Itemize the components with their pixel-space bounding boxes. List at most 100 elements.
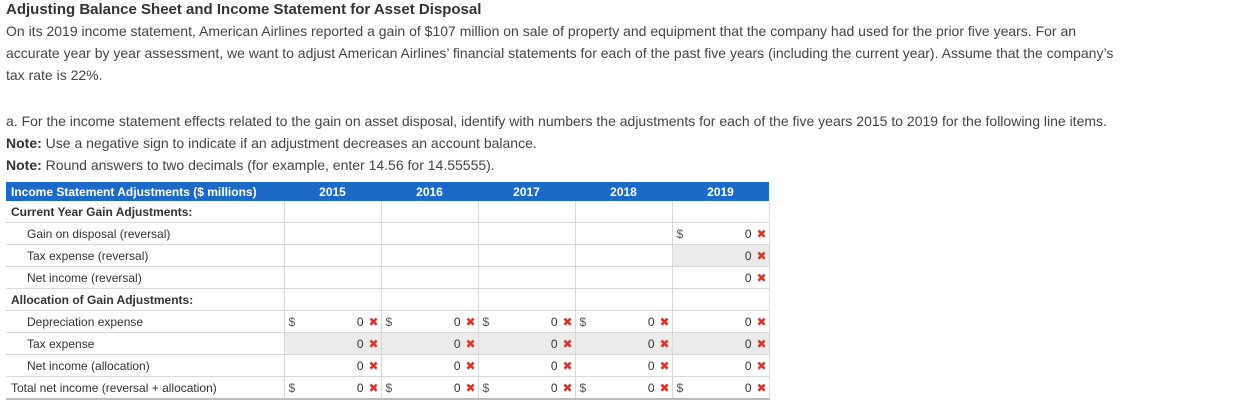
row-label-net-income-allocation: Net income (allocation) — [6, 354, 285, 377]
input-value: 0 — [356, 314, 364, 329]
problem-title: Adjusting Balance Sheet and Income State… — [6, 1, 482, 18]
input-tax-2017[interactable]: 0 ✖ — [494, 332, 576, 355]
table-row: Net income (reversal) 0 ✖ — [6, 266, 770, 289]
incorrect-icon: ✖ — [756, 336, 767, 351]
currency-symbol: $ — [380, 310, 397, 333]
input-net-income-alloc-2018[interactable]: 0 ✖ — [591, 354, 673, 377]
table-row: Tax expense (reversal) 0 ✖ — [6, 244, 770, 267]
input-value: 0 — [744, 226, 752, 241]
incorrect-icon: ✖ — [562, 336, 573, 351]
note-label: Note: — [6, 157, 42, 173]
input-value: 0 — [356, 336, 364, 351]
input-value: 0 — [453, 314, 461, 329]
section-row: Allocation of Gain Adjustments: — [6, 288, 770, 311]
input-net-income-alloc-2016[interactable]: 0 ✖ — [397, 354, 479, 377]
input-tax-2019[interactable]: 0 ✖ — [688, 332, 770, 355]
incorrect-icon: ✖ — [756, 226, 767, 241]
row-label-depreciation-expense: Depreciation expense — [6, 310, 285, 333]
input-value: 0 — [550, 336, 558, 351]
input-tax-reversal-2019[interactable]: 0 ✖ — [688, 244, 770, 267]
row-label-tax-expense-reversal: Tax expense (reversal) — [6, 244, 285, 267]
row-label-gain-on-disposal: Gain on disposal (reversal) — [6, 222, 285, 245]
currency-symbol: $ — [283, 376, 300, 400]
input-total-2019[interactable]: 0 ✖ — [688, 376, 770, 400]
incorrect-icon: ✖ — [756, 314, 767, 329]
input-net-income-alloc-2019[interactable]: 0 ✖ — [688, 354, 770, 377]
incorrect-icon: ✖ — [465, 358, 476, 373]
input-value: 0 — [356, 358, 364, 373]
input-depreciation-2019[interactable]: 0 ✖ — [688, 310, 770, 333]
intro-line: accurate year by year assessment, we wan… — [6, 45, 1114, 61]
input-value: 0 — [550, 380, 558, 395]
input-value: 0 — [647, 336, 655, 351]
incorrect-icon: ✖ — [465, 380, 476, 395]
currency-symbol: $ — [574, 376, 591, 400]
year-header-2016: 2016 — [381, 182, 478, 201]
input-depreciation-2016[interactable]: 0 ✖ — [397, 310, 479, 333]
note-label: Note: — [6, 135, 42, 151]
year-header-2017: 2017 — [478, 182, 575, 201]
incorrect-icon: ✖ — [756, 248, 767, 263]
input-value: 0 — [744, 380, 752, 395]
table-row: Depreciation expense $ 0 ✖ $ 0 ✖ $ 0 ✖ $ 0 ✖… — [6, 310, 770, 333]
input-tax-2015[interactable]: 0 ✖ — [300, 332, 382, 355]
currency-symbol: $ — [574, 310, 591, 333]
year-header-2018: 2018 — [575, 182, 672, 201]
section-label-current: Current Year Gain Adjustments: — [6, 201, 285, 223]
incorrect-icon: ✖ — [368, 336, 379, 351]
incorrect-icon: ✖ — [756, 380, 767, 395]
incorrect-icon: ✖ — [659, 336, 670, 351]
input-gain-2019[interactable]: 0 ✖ — [688, 222, 770, 245]
currency-symbol: $ — [283, 310, 300, 333]
input-tax-2016[interactable]: 0 ✖ — [397, 332, 479, 355]
input-depreciation-2017[interactable]: 0 ✖ — [494, 310, 576, 333]
input-value: 0 — [744, 270, 752, 285]
currency-symbol: $ — [671, 376, 688, 400]
input-total-2017[interactable]: 0 ✖ — [494, 376, 576, 400]
input-net-income-alloc-2017[interactable]: 0 ✖ — [494, 354, 576, 377]
table-row: Gain on disposal (reversal) $ 0 ✖ — [6, 222, 770, 245]
incorrect-icon: ✖ — [562, 358, 573, 373]
note-rounding: Note: Round answers to two decimals (for… — [6, 154, 1107, 176]
currency-symbol: $ — [477, 376, 494, 400]
input-value: 0 — [647, 314, 655, 329]
currency-symbol: $ — [477, 310, 494, 333]
row-label-net-income-reversal: Net income (reversal) — [6, 266, 285, 289]
input-depreciation-2015[interactable]: 0 ✖ — [300, 310, 382, 333]
income-statement-adjustments-table: Income Statement Adjustments ($ millions… — [6, 182, 770, 400]
incorrect-icon: ✖ — [562, 314, 573, 329]
input-total-2015[interactable]: 0 ✖ — [300, 376, 382, 400]
input-value: 0 — [453, 358, 461, 373]
section-label-allocation: Allocation of Gain Adjustments: — [6, 288, 285, 311]
input-net-income-reversal-2019[interactable]: 0 ✖ — [688, 266, 770, 289]
incorrect-icon: ✖ — [368, 380, 379, 395]
note-sign: Note: Use a negative sign to indicate if… — [6, 132, 1107, 154]
input-value: 0 — [744, 336, 752, 351]
incorrect-icon: ✖ — [465, 314, 476, 329]
input-total-2016[interactable]: 0 ✖ — [397, 376, 479, 400]
input-value: 0 — [647, 380, 655, 395]
table-row-total: Total net income (reversal + allocation)… — [6, 376, 770, 400]
input-value: 0 — [453, 380, 461, 395]
question-block: a. For the income statement effects rela… — [6, 110, 1107, 176]
incorrect-icon: ✖ — [756, 358, 767, 373]
incorrect-icon: ✖ — [659, 358, 670, 373]
input-depreciation-2018[interactable]: 0 ✖ — [591, 310, 673, 333]
row-label-total-net-income: Total net income (reversal + allocation) — [6, 376, 285, 400]
year-header-2015: 2015 — [284, 182, 381, 201]
input-tax-2018[interactable]: 0 ✖ — [591, 332, 673, 355]
input-value: 0 — [550, 358, 558, 373]
section-row: Current Year Gain Adjustments: — [6, 201, 770, 223]
row-label-tax-expense: Tax expense — [6, 332, 285, 355]
incorrect-icon: ✖ — [659, 380, 670, 395]
input-net-income-alloc-2015[interactable]: 0 ✖ — [300, 354, 382, 377]
input-total-2018[interactable]: 0 ✖ — [591, 376, 673, 400]
table-header-row: Income Statement Adjustments ($ millions… — [6, 182, 769, 201]
incorrect-icon: ✖ — [756, 270, 767, 285]
incorrect-icon: ✖ — [368, 314, 379, 329]
incorrect-icon: ✖ — [368, 358, 379, 373]
input-value: 0 — [744, 314, 752, 329]
input-value: 0 — [356, 380, 364, 395]
note-text: Round answers to two decimals (for examp… — [41, 157, 495, 173]
incorrect-icon: ✖ — [465, 336, 476, 351]
